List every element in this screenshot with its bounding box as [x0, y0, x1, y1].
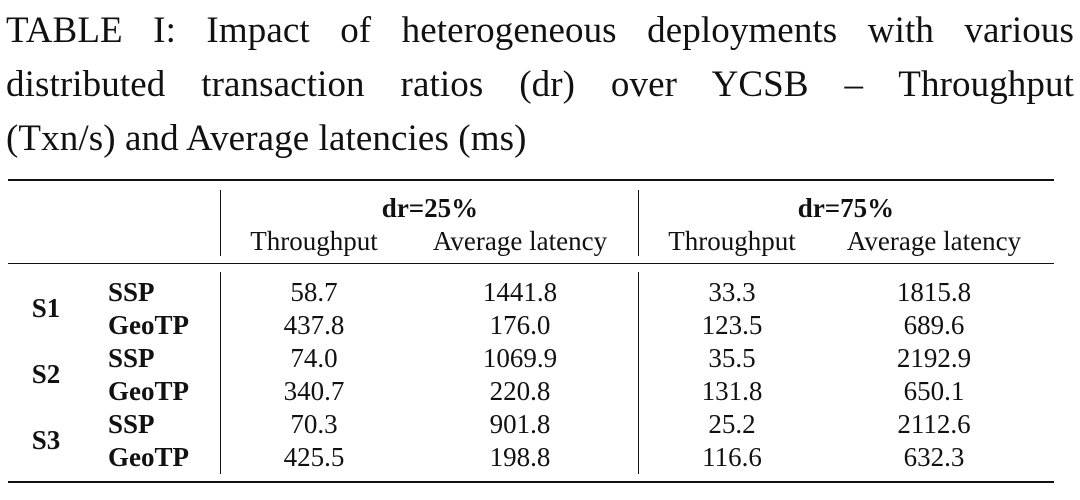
- column-header-average-latency: Average latency: [432, 226, 608, 256]
- table-cell: 2112.6: [897, 409, 971, 439]
- table-cell: 2192.9: [896, 343, 972, 373]
- column-separator: [220, 272, 221, 474]
- table-cell: 220.8: [489, 376, 551, 406]
- table-caption: TABLE I: Impact of heterogeneous deploym…: [6, 4, 1074, 166]
- table-header-rule: [8, 263, 1054, 264]
- table-cell: 58.7: [290, 277, 338, 307]
- method-label: SSP: [108, 277, 155, 307]
- table-cell: 74.0: [290, 343, 338, 373]
- table-cell: 1441.8: [482, 277, 558, 307]
- caption-line-3: (Txn/s) and Average latencies (ms): [6, 118, 527, 159]
- method-label: GeoTP: [108, 310, 189, 340]
- caption-line-2: distributed transaction ratios (dr) over…: [6, 64, 1074, 105]
- system-label-s2: S2: [31, 359, 61, 389]
- table-top-rule: [8, 179, 1054, 181]
- method-label: GeoTP: [108, 376, 189, 406]
- column-separator: [638, 190, 639, 256]
- table-cell: 131.8: [701, 376, 763, 406]
- table-cell: 176.0: [489, 310, 551, 340]
- method-label: GeoTP: [108, 442, 189, 472]
- table-cell: 632.3: [903, 442, 965, 472]
- table-cell: 340.7: [283, 376, 345, 406]
- table-cell: 25.2: [708, 409, 756, 439]
- table-cell: 33.3: [708, 277, 756, 307]
- group-header-dr25: dr=25%: [381, 193, 479, 223]
- column-header-average-latency: Average latency: [846, 226, 1022, 256]
- table-cell: 198.8: [489, 442, 551, 472]
- column-header-throughput: Throughput: [250, 226, 378, 256]
- table-cell: 437.8: [283, 310, 345, 340]
- column-separator: [220, 190, 221, 256]
- table-cell: 35.5: [708, 343, 756, 373]
- table-cell: 1069.9: [482, 343, 558, 373]
- system-label-s3: S3: [31, 425, 61, 455]
- table-bottom-rule: [8, 481, 1054, 483]
- column-header-throughput: Throughput: [668, 226, 796, 256]
- table-cell: 123.5: [701, 310, 763, 340]
- table-cell: 116.6: [702, 442, 762, 472]
- table-cell: 650.1: [903, 376, 965, 406]
- system-label-s1: S1: [31, 293, 61, 323]
- table-cell: 425.5: [283, 442, 345, 472]
- table-cell: 1815.8: [896, 277, 972, 307]
- caption-line-1: TABLE I: Impact of heterogeneous deploym…: [6, 10, 1074, 51]
- method-label: SSP: [108, 343, 155, 373]
- method-label: SSP: [108, 409, 155, 439]
- table-cell: 901.8: [489, 409, 551, 439]
- table-cell: 70.3: [290, 409, 338, 439]
- table-cell: 689.6: [903, 310, 965, 340]
- column-separator: [638, 272, 639, 474]
- group-header-dr75: dr=75%: [797, 193, 895, 223]
